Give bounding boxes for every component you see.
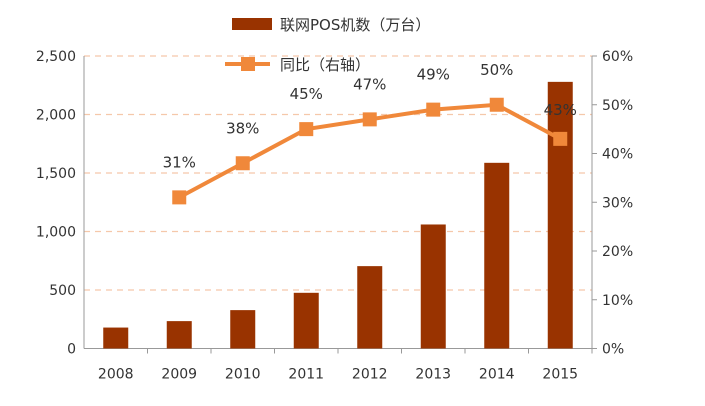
x-tick-label: 2008	[98, 367, 134, 383]
legend-label: 同比（右轴）	[280, 56, 370, 74]
line-marker	[362, 112, 377, 127]
x-tick-label: 2009	[161, 367, 197, 383]
left-tick-label: 0	[67, 342, 76, 358]
right-tick-label: 50%	[602, 98, 633, 114]
right-tick-label: 30%	[602, 195, 633, 211]
x-tick-label: 2010	[225, 367, 261, 383]
x-tick-label: 2014	[479, 367, 515, 383]
bar	[484, 162, 510, 349]
right-tick-label: 20%	[602, 244, 633, 260]
left-tick-label: 2,000	[36, 108, 76, 124]
bar	[357, 266, 383, 349]
bar	[420, 224, 446, 349]
data-label: 49%	[417, 66, 450, 84]
data-label: 43%	[544, 101, 577, 119]
x-tick-label: 2012	[352, 367, 388, 383]
legend-marker-swatch	[241, 57, 255, 71]
legend-label: 联网POS机数（万台）	[280, 16, 430, 34]
data-label: 47%	[353, 75, 386, 93]
right-tick-label: 0%	[602, 342, 624, 358]
bar	[166, 321, 192, 349]
data-label: 45%	[290, 85, 323, 103]
line-marker	[426, 102, 441, 117]
data-label: 38%	[226, 119, 259, 137]
right-tick-label: 40%	[602, 147, 633, 163]
data-label: 31%	[163, 153, 196, 171]
x-tick-label: 2011	[288, 367, 324, 383]
x-tick-label: 2015	[542, 367, 578, 383]
x-tick-label: 2013	[415, 367, 451, 383]
line-marker	[235, 156, 250, 171]
line-marker	[172, 190, 187, 205]
bar	[230, 310, 256, 349]
data-label: 50%	[480, 61, 513, 79]
line-marker	[299, 122, 314, 137]
left-tick-label: 500	[49, 283, 76, 299]
bar	[293, 292, 319, 349]
right-tick-label: 10%	[602, 293, 633, 309]
line-marker	[553, 131, 568, 146]
legend-bar-swatch	[232, 18, 272, 30]
left-tick-label: 1,000	[36, 225, 76, 241]
bar	[103, 327, 129, 349]
left-tick-label: 1,500	[36, 166, 76, 182]
bar	[547, 81, 573, 349]
left-tick-label: 2,500	[36, 49, 76, 65]
right-tick-label: 60%	[602, 49, 633, 65]
line-marker	[489, 97, 504, 112]
